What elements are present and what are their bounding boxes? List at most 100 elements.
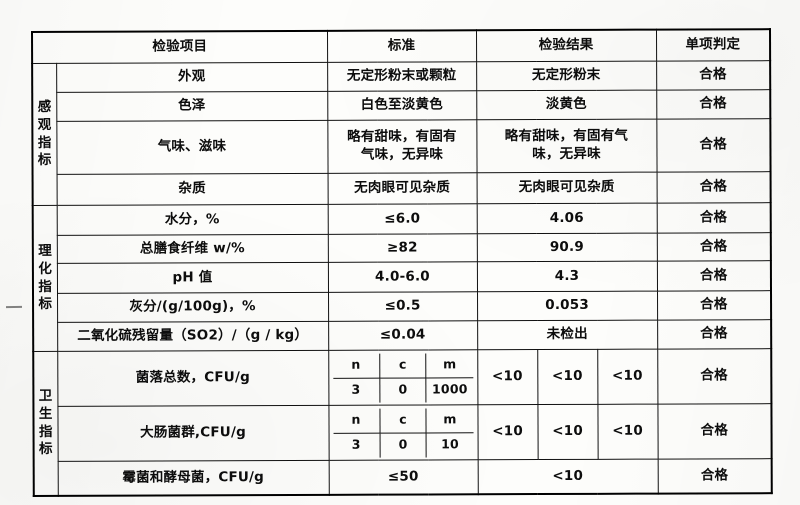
judgment-value: 合格 <box>656 202 771 234</box>
result-value: <10 <box>537 404 598 460</box>
ncm-value-c: 0 <box>379 377 427 403</box>
ncm-value-row: 3 0 1000 <box>332 377 473 403</box>
result-value: 4.3 <box>476 261 658 292</box>
item-name: 气味、滋味 <box>56 120 328 175</box>
standard-value-line: 气味，无异味 <box>360 146 444 163</box>
table-row: 色泽 白色至淡黄色 淡黄色 合格 <box>32 89 771 122</box>
column-header-judgment: 单项判定 <box>656 29 771 62</box>
category-char: 标 <box>37 151 52 169</box>
ncm-header-n: n <box>332 353 380 378</box>
item-name: 杂质 <box>56 173 328 206</box>
table-row: 二氧化硫残留量（SO2）/（g / kg） ≤0.04 未检出 合格 <box>33 319 772 352</box>
judgment-value: 合格 <box>656 232 771 262</box>
judgment-value: 合格 <box>656 60 771 91</box>
ncm-sub-table: n c m 3 0 1000 <box>332 352 473 403</box>
inspection-report-table-wrapper: 检验项目 标准 检验结果 单项判定 感 观 指 标 外观 无定形粉末或颗粒 <box>31 28 773 497</box>
result-value: <10 <box>477 404 538 460</box>
ncm-header-m: m <box>426 407 474 433</box>
judgment-value: 合格 <box>657 458 772 494</box>
result-value: <10 <box>477 459 658 495</box>
column-header-item: 检验项目 <box>32 30 328 64</box>
standard-value: ≤0.04 <box>328 320 478 351</box>
standard-value: 白色至淡黄色 <box>327 90 477 121</box>
ncm-value-n: 3 <box>333 432 380 458</box>
item-name: 灰分/(g/100g)，% <box>57 292 329 323</box>
category-char: 指 <box>37 134 52 151</box>
standard-value: ≥82 <box>327 233 477 263</box>
standard-ncm-table-host: n c m 3 0 1000 <box>328 349 478 406</box>
ncm-header-c: c <box>379 407 427 433</box>
ncm-header-m: m <box>426 352 473 378</box>
ncm-sub-table: n c m 3 0 10 <box>332 407 474 458</box>
item-name: 大肠菌群,CFU/g <box>57 405 329 462</box>
item-name: 外观 <box>56 62 328 93</box>
table-row: 灰分/(g/100g)，% ≤0.5 0.053 合格 <box>33 290 772 323</box>
item-name: 二氧化硫残留量（SO2）/（g / kg） <box>57 321 329 352</box>
category-char: 卫 <box>38 388 53 405</box>
result-value: 0.053 <box>477 291 658 321</box>
inspection-report-table: 检验项目 标准 检验结果 单项判定 感 观 指 标 外观 无定形粉末或颗粒 <box>31 28 773 497</box>
table-row: 杂质 无肉眼可见杂质 无肉眼可见杂质 合格 <box>33 171 771 206</box>
item-name: 色泽 <box>56 91 328 122</box>
table-row: 理 化 指 标 水分，% ≤6.0 4.06 合格 <box>32 202 771 352</box>
judgment-value: 合格 <box>657 348 772 405</box>
table-row: 霉菌和酵母菌，CFU/g ≤50 <10 合格 <box>34 458 772 496</box>
ncm-value-m: 10 <box>441 436 459 452</box>
category-char: 化 <box>38 260 53 277</box>
ncm-header-c: c <box>379 352 427 378</box>
judgment-value: 合格 <box>657 319 772 350</box>
category-char: 观 <box>37 116 52 133</box>
result-value-line: 略有甜味，有固有气 <box>504 128 629 145</box>
standard-value: 4.0-6.0 <box>327 261 478 293</box>
standard-value: ≤50 <box>328 459 478 495</box>
judgment-value: 合格 <box>656 118 771 173</box>
item-name: 总膳食纤维 w/% <box>56 234 328 264</box>
category-char: 指 <box>38 423 53 440</box>
judgment-value: 合格 <box>656 89 771 120</box>
result-value: 淡黄色 <box>476 90 657 120</box>
result-value: 无肉眼可见杂质 <box>476 172 657 204</box>
ncm-header-row: n c m <box>332 407 474 433</box>
ncm-value-m: 1000 <box>431 381 468 397</box>
category-char: 感 <box>37 99 52 116</box>
item-name: pH 值 <box>56 262 329 294</box>
category-char: 指 <box>38 278 53 295</box>
item-name: 水分，% <box>56 204 328 236</box>
judgment-value: 合格 <box>657 403 772 460</box>
table-row: 大肠菌群,CFU/g n c m 3 0 10 <box>33 403 772 462</box>
category-label-physicochemical: 理 化 指 标 <box>32 205 58 352</box>
category-char: 生 <box>38 405 53 422</box>
ncm-value-n: 3 <box>332 377 380 403</box>
category-char: 标 <box>38 440 53 458</box>
result-value: 未检出 <box>477 320 658 350</box>
item-name: 菌落总数，CFU/g <box>57 350 329 407</box>
result-value: <10 <box>537 349 598 405</box>
judgment-value: 合格 <box>657 290 772 321</box>
category-label-sensory: 感 观 指 标 <box>32 63 57 206</box>
ncm-value-row: 3 0 10 <box>333 432 473 458</box>
result-value-line: 味，无异味 <box>532 145 601 163</box>
standard-value: 略有甜味，有固有 气味，无异味 <box>327 119 477 174</box>
ncm-header-row: n c m <box>332 352 473 378</box>
ncm-header-n: n <box>332 408 380 433</box>
category-char: 理 <box>38 243 52 260</box>
table-row: 卫 生 指 标 菌落总数，CFU/g n c m <box>33 348 772 496</box>
table-row: 总膳食纤维 w/% ≥82 90.9 合格 <box>33 232 771 264</box>
standard-value: ≤6.0 <box>327 203 477 235</box>
result-value: 无定形粉末 <box>476 61 657 91</box>
standard-value: 无肉眼可见杂质 <box>327 172 477 205</box>
result-value: <10 <box>597 349 658 405</box>
judgment-value: 合格 <box>656 171 771 204</box>
scan-artifact-mark <box>5 305 23 309</box>
category-label-hygiene: 卫 生 指 标 <box>33 351 58 496</box>
result-value: <10 <box>477 349 538 405</box>
ncm-value-c: 0 <box>379 432 427 458</box>
table-row: 气味、滋味 略有甜味，有固有 气味，无异味 略有甜味，有固有气 味，无异味 合格 <box>32 118 771 175</box>
result-value: <10 <box>597 404 658 460</box>
standard-ncm-table-host: n c m 3 0 10 <box>328 404 478 461</box>
result-value: 4.06 <box>476 203 657 234</box>
column-header-result: 检验结果 <box>476 29 657 62</box>
item-name: 霉菌和酵母菌，CFU/g <box>57 460 329 496</box>
judgment-value: 合格 <box>656 260 772 292</box>
standard-value: 无定形粉末或颗粒 <box>327 61 477 92</box>
